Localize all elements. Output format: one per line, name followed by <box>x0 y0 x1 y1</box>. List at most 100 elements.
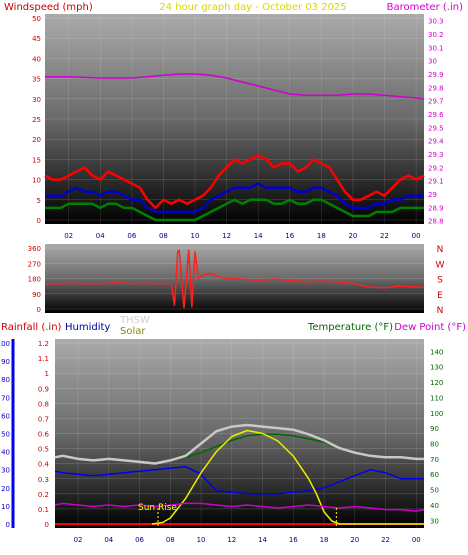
wind-tick-label: 35 <box>32 76 41 84</box>
direction-degree-label: 90 <box>32 291 41 299</box>
series-solar <box>151 429 424 525</box>
rain-x-tick-label: 08 <box>166 536 175 544</box>
direction-degree-label: 360 <box>28 245 41 253</box>
temperature-tick-label: 40 <box>430 502 439 510</box>
wind-x-tick-label: 06 <box>127 232 136 240</box>
rain-x-tick-label: 22 <box>381 536 390 544</box>
humidity-tick-label: 50 <box>1 431 10 439</box>
barometer-tick-label: 29.4 <box>428 138 444 146</box>
direction-grid <box>45 247 424 310</box>
direction-degree-label: 0 <box>37 306 41 314</box>
temperature-tick-label: 100 <box>430 410 443 418</box>
wind-x-tick-label: 04 <box>96 232 105 240</box>
barometer-axis-label: Barometer (.in) <box>387 2 463 13</box>
rain-tick-label: 0.9 <box>38 385 49 393</box>
wind-x-ticks: 02 04 06 08 10 12 14 16 18 20 22 00 <box>64 232 420 240</box>
wind-tick-label: 50 <box>32 15 41 23</box>
rain-x-tick-label: 04 <box>104 536 113 544</box>
wind-tick-label: 15 <box>32 156 41 164</box>
direction-compass-label: N <box>437 306 444 316</box>
rain-x-tick-label: 16 <box>289 536 298 544</box>
wind-y-ticks: 0 5 10 15 20 25 30 35 40 45 50 <box>32 15 41 225</box>
wind-x-tick-label: 20 <box>348 232 357 240</box>
temperature-tick-label: 140 <box>430 348 443 356</box>
temperature-tick-label: 30 <box>430 517 439 525</box>
wind-x-tick-label: 10 <box>191 232 200 240</box>
barometer-tick-label: 29.1 <box>428 178 444 186</box>
barometer-tick-label: 29.8 <box>428 84 444 92</box>
rain-tick-label: 0.4 <box>38 461 50 469</box>
barometer-y-ticks: 28.8 28.9 29 29.1 29.2 29.3 29.4 29.5 29.6 29.7 29… <box>428 18 444 226</box>
barometer-tick-label: 30 <box>428 58 437 66</box>
barometer-tick-label: 29.7 <box>428 98 444 106</box>
barometer-tick-label: 30.2 <box>428 31 444 39</box>
humidity-tick-label: 100 <box>0 340 10 348</box>
humidity-tick-label: 90 <box>1 358 10 366</box>
humidity-tick-label: 30 <box>1 467 10 475</box>
humidity-label: Humidity <box>65 322 110 333</box>
series-humidity <box>54 465 424 495</box>
barometer-tick-label: 28.8 <box>428 218 444 226</box>
series-wind-avg <box>45 182 424 214</box>
humidity-y-ticks: 0 10 20 30 40 50 60 70 80 90 100 <box>0 340 10 529</box>
rain-tick-label: 1.2 <box>38 340 49 348</box>
wind-x-tick-label: 12 <box>222 232 231 240</box>
rain-tick-label: 0.6 <box>38 431 50 439</box>
humidity-tick-label: 70 <box>1 394 10 402</box>
temperature-tick-label: 110 <box>430 394 443 402</box>
wind-axis-label: Windspeed (mph) <box>4 2 93 13</box>
rain-tick-label: 0.7 <box>38 415 49 423</box>
barometer-tick-label: 29 <box>428 191 437 199</box>
rain-grid <box>55 339 424 528</box>
barometer-tick-label: 30.3 <box>428 18 444 26</box>
rain-y-ticks: 0 0.1 0.2 0.3 0.4 0.5 0.6 0.7 0.8 0.9 1 1.1 1.2 <box>38 340 50 529</box>
series-thsw <box>54 423 424 465</box>
rain-tick-label: 0.5 <box>38 446 49 454</box>
chart-title: 24 hour graph day - October 03 2025 <box>159 2 346 13</box>
temperature-tick-label: 80 <box>430 440 439 448</box>
barometer-tick-label: 29.9 <box>428 71 444 79</box>
humidity-tick-label: 10 <box>1 503 10 511</box>
direction-degree-ticks: 0 90 180 270 360 <box>28 245 41 314</box>
wind-tick-label: 5 <box>37 197 41 205</box>
barometer-tick-label: 29.5 <box>428 124 444 132</box>
wind-tick-label: 0 <box>37 217 41 225</box>
wind-x-tick-label: 02 <box>64 232 73 240</box>
barometer-tick-label: 29.2 <box>428 164 444 172</box>
solar-label: Solar <box>120 326 146 337</box>
temperature-tick-label: 70 <box>430 456 439 464</box>
direction-compass-label: N <box>437 245 444 255</box>
series-wind-low <box>45 198 424 222</box>
rain-x-tick-label: 14 <box>258 536 267 544</box>
temperature-tick-label: 90 <box>430 425 439 433</box>
rain-x-tick-label: 10 <box>197 536 206 544</box>
direction-degree-label: 270 <box>28 260 41 268</box>
rain-x-tick-label: 18 <box>320 536 329 544</box>
rainfall-axis-label: Rainfall (.in) <box>1 322 62 333</box>
temperature-tick-label: 120 <box>430 379 443 387</box>
wind-x-tick-label: 22 <box>380 232 389 240</box>
rain-x-tick-label: 06 <box>135 536 144 544</box>
thsw-label: THSW <box>119 315 150 326</box>
wind-tick-label: 20 <box>32 136 41 144</box>
humidity-tick-label: 20 <box>1 485 10 493</box>
rain-tick-label: 0.2 <box>38 491 49 499</box>
rain-series <box>54 423 425 528</box>
humidity-tick-label: 80 <box>1 376 10 384</box>
series-dew-point <box>54 502 425 512</box>
direction-compass-label: S <box>437 276 443 286</box>
wind-tick-label: 25 <box>32 116 41 124</box>
temperature-axis-label: Temperature (°F) <box>307 322 393 333</box>
wind-x-tick-label: 14 <box>254 232 263 240</box>
barometer-tick-label: 28.9 <box>428 204 444 212</box>
series-wind-direction <box>44 249 424 309</box>
dew-point-axis-label: Dew Point (°F) <box>394 322 466 333</box>
temperature-y-ticks: 30 40 50 60 70 80 90 100 110 120 130 140 <box>430 348 443 525</box>
temperature-tick-label: 130 <box>430 364 443 372</box>
temperature-tick-label: 50 <box>430 487 439 495</box>
wind-tick-label: 45 <box>32 35 41 43</box>
barometer-tick-label: 29.3 <box>428 151 444 159</box>
temperature-tick-label: 60 <box>430 471 439 479</box>
